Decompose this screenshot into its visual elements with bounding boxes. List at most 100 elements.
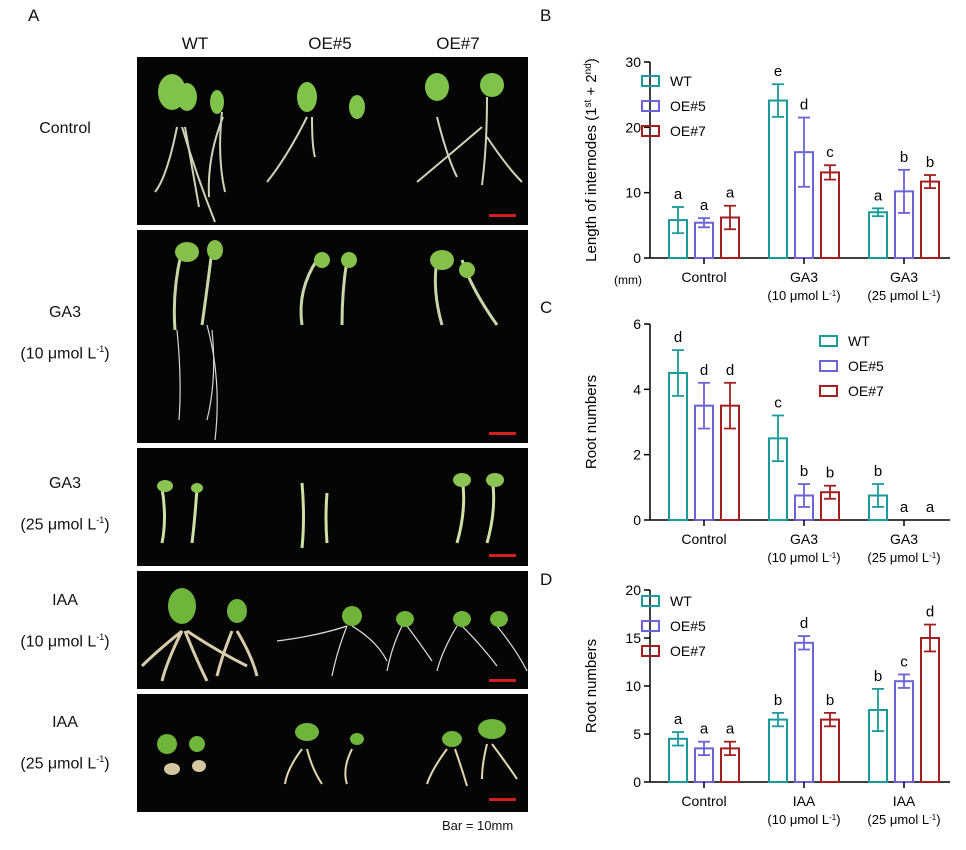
photo-ga3-10: [137, 230, 528, 443]
bar: [820, 171, 840, 259]
panel-label-d: D: [540, 570, 553, 589]
y-tick-label: 0: [633, 250, 641, 266]
x-tick-sublabel: (10 μmol L-1): [767, 288, 840, 303]
significance-letter: d: [700, 362, 708, 379]
legend-swatch: [641, 595, 660, 607]
legend-swatch: [641, 620, 660, 632]
x-tick-label: GA3: [790, 531, 818, 547]
y-tick-label: 4: [633, 381, 641, 397]
x-tick-sublabel: (25 μmol L-1): [867, 288, 940, 303]
x-tick-sublabel: (10 μmol L-1): [767, 550, 840, 565]
y-tick-label: 10: [625, 678, 641, 694]
significance-letter: b: [800, 463, 808, 480]
x-tick-sublabel: (10 μmol L-1): [767, 812, 840, 827]
significance-letter: a: [726, 721, 735, 738]
y-tick-label: 10: [625, 185, 641, 201]
significance-letter: a: [700, 721, 709, 738]
x-tick-label: Control: [681, 793, 726, 809]
y-tick-label: 0: [633, 512, 641, 528]
significance-letter: b: [826, 692, 834, 709]
photo-ga3-25: [137, 448, 528, 566]
chart-c: 0 2 4 6 Root numbers d d d Control c b b GA3 (10 μmol…: [583, 316, 950, 565]
legend-label: OE#5: [670, 618, 706, 634]
scale-bar: [489, 432, 516, 435]
row-label-ga3-10: GA3 (10 μmol L-1): [20, 304, 110, 363]
legend-label: OE#7: [670, 643, 706, 659]
significance-letter: a: [900, 499, 909, 516]
column-label-oe7: OE#7: [436, 34, 480, 53]
legend-swatch: [641, 125, 660, 137]
scale-bar: [489, 798, 516, 801]
panel-label-a: A: [28, 6, 40, 25]
bar: [794, 641, 814, 783]
bar: [768, 99, 788, 260]
significance-letter: b: [874, 463, 882, 480]
significance-letter: d: [800, 615, 808, 632]
significance-letter: a: [926, 499, 935, 516]
legend-swatch: [819, 385, 838, 397]
significance-letter: c: [900, 653, 908, 670]
scale-note: Bar = 10mm: [442, 818, 514, 833]
bar: [894, 680, 914, 783]
photo-control: [137, 57, 528, 225]
panel-label-b: B: [540, 6, 552, 25]
bar: [920, 180, 940, 259]
row-label-control: Control: [39, 120, 91, 137]
significance-letter: b: [826, 465, 834, 482]
y-tick-label: 2: [633, 447, 641, 463]
y-tick-label: 20: [625, 119, 641, 135]
x-tick-label: Control: [681, 269, 726, 285]
legend-swatch: [819, 335, 838, 347]
legend-label: OE#7: [848, 383, 884, 399]
legend-label: WT: [670, 73, 692, 89]
scale-bar: [489, 214, 516, 217]
x-tick-label: GA3: [790, 269, 818, 285]
chart-b: 0 10 20 30 Length of internodes (1st + 2nd) (…: [583, 54, 950, 303]
photo-iaa-25: [137, 694, 528, 812]
y-axis-label: Length of internodes (1st + 2nd): [583, 58, 601, 262]
legend-label: OE#5: [848, 358, 884, 374]
scale-bar: [489, 554, 516, 557]
y-tick-label: 30: [625, 54, 641, 70]
significance-letter: b: [900, 149, 908, 166]
y-tick-label: 5: [633, 726, 641, 742]
legend-label: OE#7: [670, 123, 706, 139]
significance-letter: a: [726, 185, 735, 202]
significance-letter: a: [674, 711, 683, 728]
bar: [920, 637, 940, 783]
scale-bar: [489, 679, 516, 682]
unit-label: (mm): [614, 273, 642, 287]
legend-swatch: [641, 75, 660, 87]
significance-letter: c: [826, 144, 834, 161]
bar: [820, 718, 840, 784]
significance-letter: a: [874, 187, 883, 204]
bar: [868, 211, 888, 259]
row-label-iaa-25: IAA (25 μmol L-1): [20, 714, 110, 773]
significance-letter: e: [774, 63, 782, 80]
row-label-iaa-10: IAA (10 μmol L-1): [20, 592, 110, 651]
x-tick-label: GA3: [890, 269, 918, 285]
panel-label-c: C: [540, 298, 553, 317]
x-tick-label: GA3: [890, 531, 918, 547]
significance-letter: b: [774, 692, 782, 709]
legend-label: OE#5: [670, 98, 706, 114]
legend-label: WT: [670, 593, 692, 609]
significance-letter: b: [926, 154, 934, 171]
y-axis-label: Root numbers: [583, 639, 600, 733]
x-tick-sublabel: (25 μmol L-1): [867, 550, 940, 565]
legend-label: WT: [848, 333, 870, 349]
significance-letter: d: [674, 329, 682, 346]
significance-letter: a: [674, 186, 683, 203]
legend-swatch: [641, 645, 660, 657]
significance-letter: d: [800, 97, 808, 114]
bar: [768, 718, 788, 784]
significance-letter: b: [874, 668, 882, 685]
y-tick-label: 15: [625, 630, 641, 646]
significance-letter: a: [700, 197, 709, 214]
y-tick-label: 0: [633, 774, 641, 790]
y-tick-label: 20: [625, 582, 641, 598]
photo-iaa-10: [137, 571, 528, 689]
x-tick-sublabel: (25 μmol L-1): [867, 812, 940, 827]
x-tick-label: IAA: [793, 793, 816, 809]
